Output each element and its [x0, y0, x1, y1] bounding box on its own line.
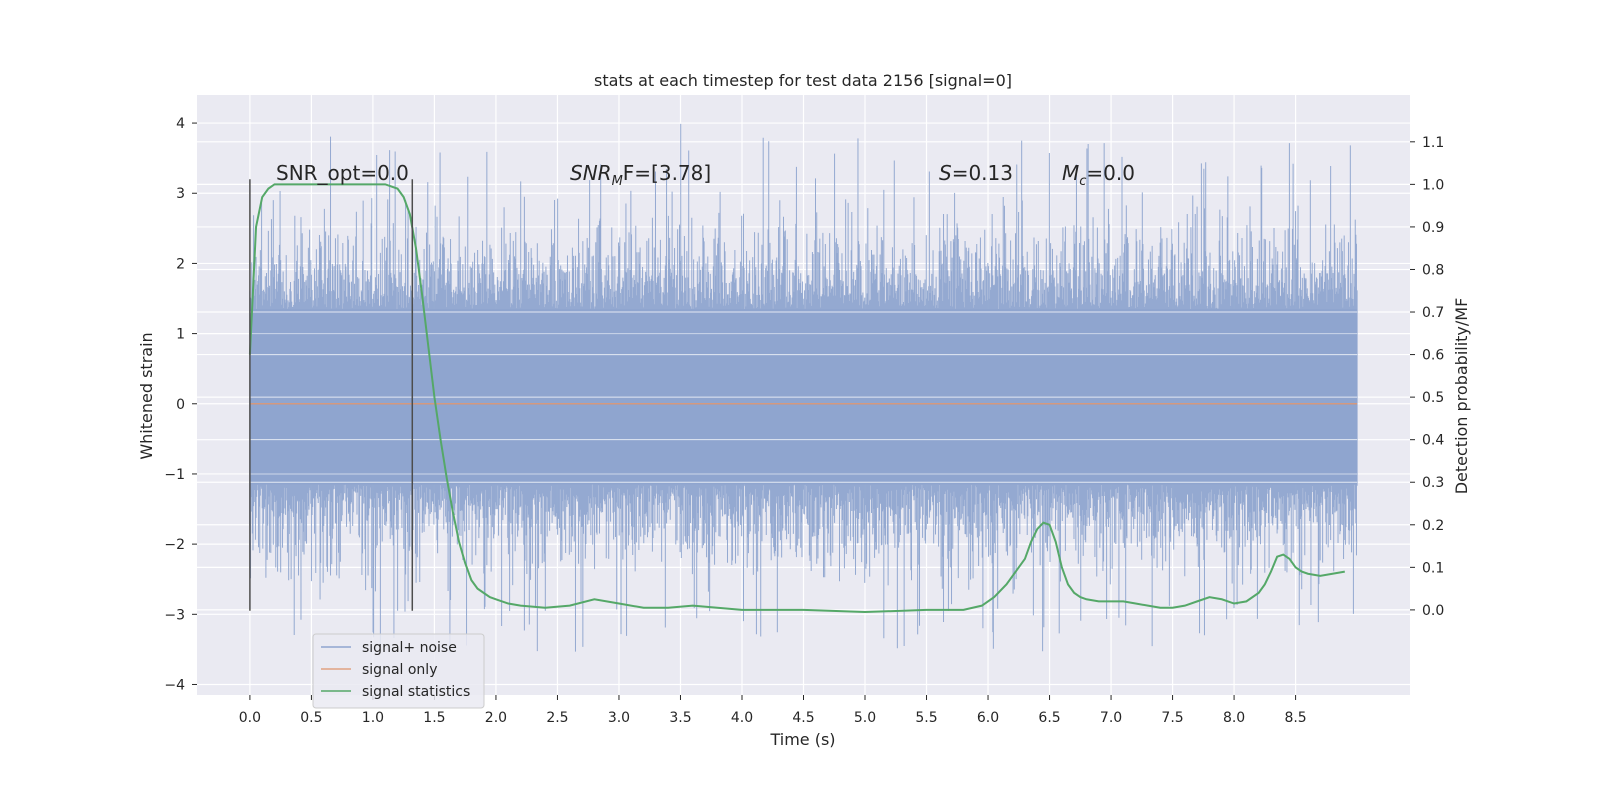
legend-label-signal-statistics: signal statistics	[362, 684, 470, 700]
x-tick-label: 4.5	[792, 710, 814, 726]
y-right-tick-label: 0.6	[1422, 348, 1444, 364]
annotation-s-main: S	[939, 161, 952, 185]
y-tick-label: −4	[164, 677, 185, 693]
y-right-tick-label: 0.1	[1422, 560, 1444, 576]
legend-box	[312, 633, 485, 709]
x-tick-label: 6.5	[1038, 710, 1060, 726]
annotation-s-tail: =0.13	[952, 161, 1013, 185]
y-right-tick-label: 0.7	[1422, 305, 1444, 321]
y-right-tick-label: 0.0	[1422, 603, 1444, 619]
x-tick-label: 7.0	[1100, 710, 1122, 726]
annotation-snr-mf: SNRMF=[3.78]	[570, 161, 711, 189]
x-tick-label: 0.0	[239, 710, 261, 726]
chart-title: stats at each timestep for test data 215…	[594, 71, 1012, 90]
x-tick-label: 8.0	[1223, 710, 1245, 726]
y-right-tick-label: 0.2	[1422, 518, 1444, 534]
x-tick-label: 5.0	[854, 710, 876, 726]
y-right-axis-label: Detection probability/MF	[1452, 298, 1471, 495]
x-tick-label: 7.5	[1161, 710, 1183, 726]
y-tick-label: 3	[176, 186, 185, 202]
y-right-tick-label: 0.8	[1422, 262, 1444, 278]
signal-statistics-series	[248, 183, 1345, 614]
x-tick-label: 6.0	[977, 710, 999, 726]
vertical-markers	[249, 179, 414, 611]
annotation-s: S=0.13	[939, 161, 1013, 185]
signal-statistics-line	[248, 183, 1345, 614]
x-tick-label: 3.0	[608, 710, 630, 726]
legend-label-signal-only: signal only	[362, 662, 437, 678]
y-tick-label: −3	[164, 607, 185, 623]
annotation-snr-mf-tail: F=[3.78]	[623, 161, 711, 185]
x-tick-label: 0.5	[300, 710, 322, 726]
y-right-tick-label: 0.5	[1422, 390, 1444, 406]
x-tick-label: 3.5	[669, 710, 691, 726]
y-tick-label: 0	[176, 397, 185, 413]
legend-label-signal-noise: signal+ noise	[362, 640, 457, 656]
x-tick-label: 1.5	[423, 710, 445, 726]
annotation-snr-opt: SNR_opt=0.0	[276, 161, 409, 185]
annotations: SNR_opt=0.0 SNRMF=[3.78] S=0.13 Mc=0.0	[276, 161, 1135, 189]
annotation-mc: Mc=0.0	[1062, 161, 1135, 189]
y-axis-label: Whitened strain	[137, 332, 156, 459]
x-tick-label: 8.5	[1284, 710, 1306, 726]
y-axis-ticks: 4 3 2 1 0 −1 −2 −3 −4	[164, 116, 197, 693]
annotation-mc-sub: c	[1079, 174, 1086, 189]
y-tick-label: 1	[176, 327, 185, 343]
y-right-tick-label: 1.0	[1422, 177, 1444, 193]
x-tick-label: 2.0	[485, 710, 507, 726]
x-tick-label: 1.0	[362, 710, 384, 726]
x-tick-label: 4.0	[731, 710, 753, 726]
y-right-tick-label: 0.4	[1422, 433, 1444, 449]
y-right-tick-label: 0.9	[1422, 220, 1444, 236]
annotation-mc-main: M	[1062, 161, 1079, 185]
x-axis-ticks: 0.0 0.5 1.0 1.5 2.0 2.5 3.0 3.5 4.0 4.5 5.0 5.5 6.0 6…	[239, 695, 1307, 726]
annotation-snr-mf-sub: M	[612, 174, 623, 189]
x-tick-label: 2.5	[546, 710, 568, 726]
x-tick-label: 5.5	[915, 710, 937, 726]
annotation-snr-mf-main: SNR	[570, 161, 612, 185]
y-tick-label: 4	[176, 116, 185, 132]
x-axis-label: Time (s)	[769, 730, 835, 749]
y-tick-label: −2	[164, 537, 185, 553]
y-right-tick-label: 0.3	[1422, 475, 1444, 491]
legend: signal+ noise signal only signal statist…	[312, 633, 485, 709]
y-tick-label: −1	[164, 467, 185, 483]
annotation-mc-tail: =0.0	[1086, 161, 1135, 185]
y-right-tick-label: 1.1	[1422, 135, 1444, 151]
y-tick-label: 2	[176, 256, 185, 272]
y-right-axis-ticks: 1.1 1.0 0.9 0.8 0.7 0.6 0.5 0.4 0.3 0.2 0.1 0.0	[1410, 135, 1444, 619]
